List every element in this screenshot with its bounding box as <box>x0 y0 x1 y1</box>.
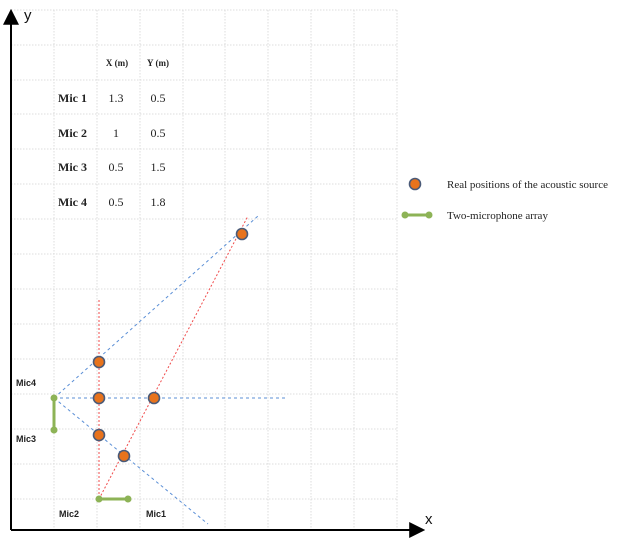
legend: Real positions of the acoustic source Tw… <box>401 177 608 222</box>
legend-source-label: Real positions of the acoustic source <box>447 179 608 191</box>
table-row-label: Mic 1 <box>58 91 87 105</box>
blue-upper-line <box>53 215 259 399</box>
mic1-label: Mic1 <box>146 509 166 519</box>
mic3-node <box>50 426 58 434</box>
table-row-label: Mic 3 <box>58 160 87 174</box>
source-point <box>92 355 106 369</box>
legend-array-marker <box>401 211 433 219</box>
table-header-y: Y (m) <box>147 58 169 68</box>
legend-array-label: Two-microphone array <box>447 210 548 222</box>
y-axis-label: y <box>24 7 32 24</box>
source-point <box>147 391 161 405</box>
table-cell-y: 0.5 <box>151 126 166 140</box>
blue-lower-line <box>53 397 209 525</box>
table-row-label: Mic 4 <box>58 195 87 209</box>
table-cell-x: 1 <box>113 126 119 140</box>
source-point <box>117 449 131 463</box>
table-cell-x: 0.5 <box>109 160 124 174</box>
table-cell-y: 1.8 <box>151 195 166 209</box>
mic-position-table: X (m) Y (m) Mic 1 1.3 0.5 Mic 2 1 0.5 Mi… <box>58 58 169 209</box>
source-point <box>92 391 106 405</box>
mic1-node <box>124 495 132 503</box>
source-point <box>92 428 106 442</box>
array-horizontal <box>95 495 132 503</box>
grid-lines <box>11 9 398 528</box>
table-cell-y: 1.5 <box>151 160 166 174</box>
table-row-label: Mic 2 <box>58 126 87 140</box>
source-positions <box>92 227 249 463</box>
mic2-node <box>95 495 103 503</box>
mic4-node <box>50 394 58 402</box>
legend-source-marker <box>408 177 422 191</box>
array-vertical <box>50 394 58 434</box>
table-cell-x: 0.5 <box>109 195 124 209</box>
source-point <box>235 227 249 241</box>
table-header-x: X (m) <box>106 58 128 68</box>
table-cell-y: 0.5 <box>151 91 166 105</box>
mic3-label: Mic3 <box>16 434 36 444</box>
mic2-label: Mic2 <box>59 509 79 519</box>
mic4-label: Mic4 <box>16 378 36 388</box>
direction-lines <box>53 215 288 525</box>
x-axis-label: x <box>425 511 433 528</box>
table-cell-x: 1.3 <box>109 91 124 105</box>
